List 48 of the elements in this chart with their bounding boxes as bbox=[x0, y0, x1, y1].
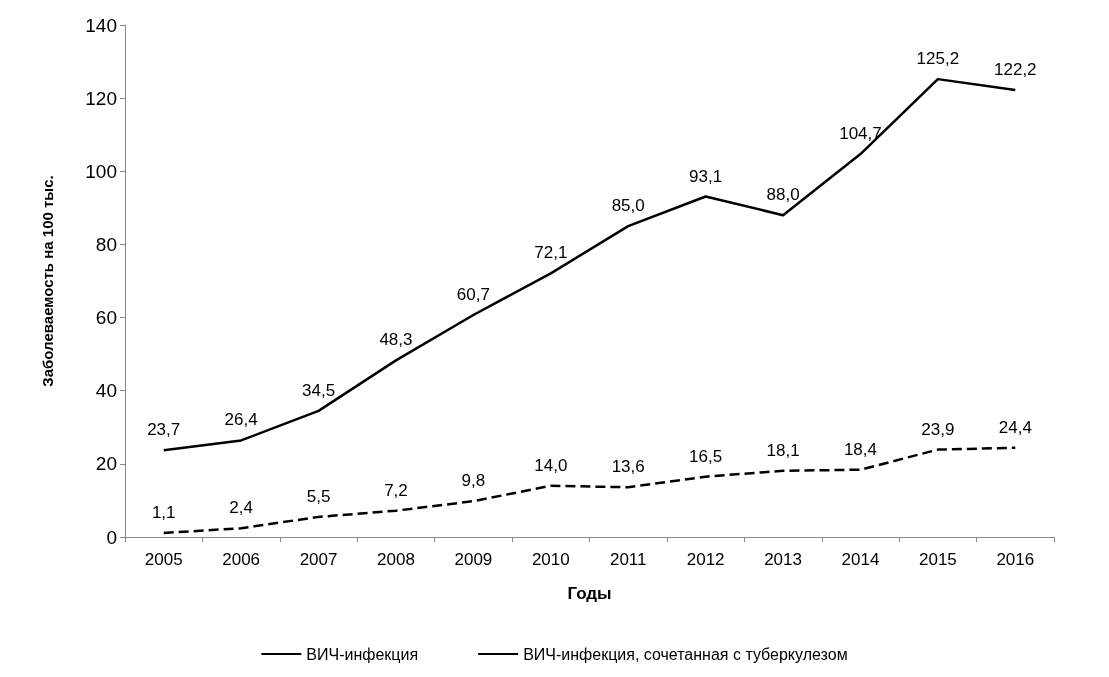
data-label: 48,3 bbox=[379, 330, 413, 350]
x-tick-label: 2005 bbox=[144, 550, 183, 569]
data-label: 18,1 bbox=[766, 440, 800, 460]
data-label: 18,4 bbox=[843, 439, 878, 459]
data-label: 125,2 bbox=[916, 49, 960, 69]
legend-label: ВИЧ-инфекция bbox=[306, 645, 419, 663]
data-label: 2,4 bbox=[229, 498, 253, 518]
data-label: 122,2 bbox=[994, 60, 1037, 80]
x-tick-label: 2013 bbox=[764, 550, 802, 569]
x-tick-label: 2010 bbox=[531, 550, 570, 569]
x-tick-label: 2011 bbox=[609, 550, 647, 569]
y-tick-label: 20 bbox=[95, 453, 117, 475]
x-tick-label: 2012 bbox=[686, 550, 725, 569]
x-tick-label: 2007 bbox=[299, 550, 338, 569]
data-label: 23,9 bbox=[921, 419, 955, 439]
data-label: 88,0 bbox=[766, 185, 800, 205]
y-tick-label: 120 bbox=[85, 87, 117, 109]
x-tick-label: 2016 bbox=[996, 550, 1035, 569]
x-tick-label: 2009 bbox=[454, 550, 493, 569]
y-tick-label: 40 bbox=[95, 380, 117, 402]
data-label: 34,5 bbox=[301, 380, 336, 400]
data-label: 13,6 bbox=[611, 457, 645, 477]
y-tick-label: 140 bbox=[85, 14, 117, 36]
data-label: 60,7 bbox=[456, 285, 490, 305]
data-label: 85,0 bbox=[611, 196, 645, 216]
data-label: 5,5 bbox=[306, 486, 331, 506]
data-label: 23,7 bbox=[147, 420, 181, 440]
data-label: 24,4 bbox=[998, 417, 1032, 437]
x-tick-label: 2008 bbox=[377, 550, 415, 569]
y-tick-label: 0 bbox=[106, 526, 117, 548]
x-tick-label: 2014 bbox=[841, 550, 880, 569]
data-label: 72,1 bbox=[534, 243, 568, 263]
data-label: 104,7 bbox=[839, 124, 882, 144]
legend-label: ВИЧ-инфекция, сочетанная с туберкулезом bbox=[523, 645, 848, 663]
data-label: 26,4 bbox=[224, 410, 258, 430]
data-label: 14,0 bbox=[534, 455, 568, 475]
x-tick-label: 2015 bbox=[918, 550, 957, 569]
data-label: 93,1 bbox=[689, 166, 723, 186]
y-tick-label: 60 bbox=[95, 307, 117, 329]
x-axis-title: Годы bbox=[567, 584, 612, 603]
data-label: 9,8 bbox=[461, 471, 486, 491]
y-axis-title: Заболеваемость на 100 тыс. bbox=[39, 175, 56, 387]
data-label: 16,5 bbox=[689, 446, 723, 466]
data-label: 7,2 bbox=[384, 480, 408, 500]
data-label: 1,1 bbox=[151, 502, 176, 522]
y-tick-label: 100 bbox=[85, 160, 117, 182]
x-tick-label: 2006 bbox=[222, 550, 261, 569]
y-tick-label: 80 bbox=[95, 233, 117, 255]
